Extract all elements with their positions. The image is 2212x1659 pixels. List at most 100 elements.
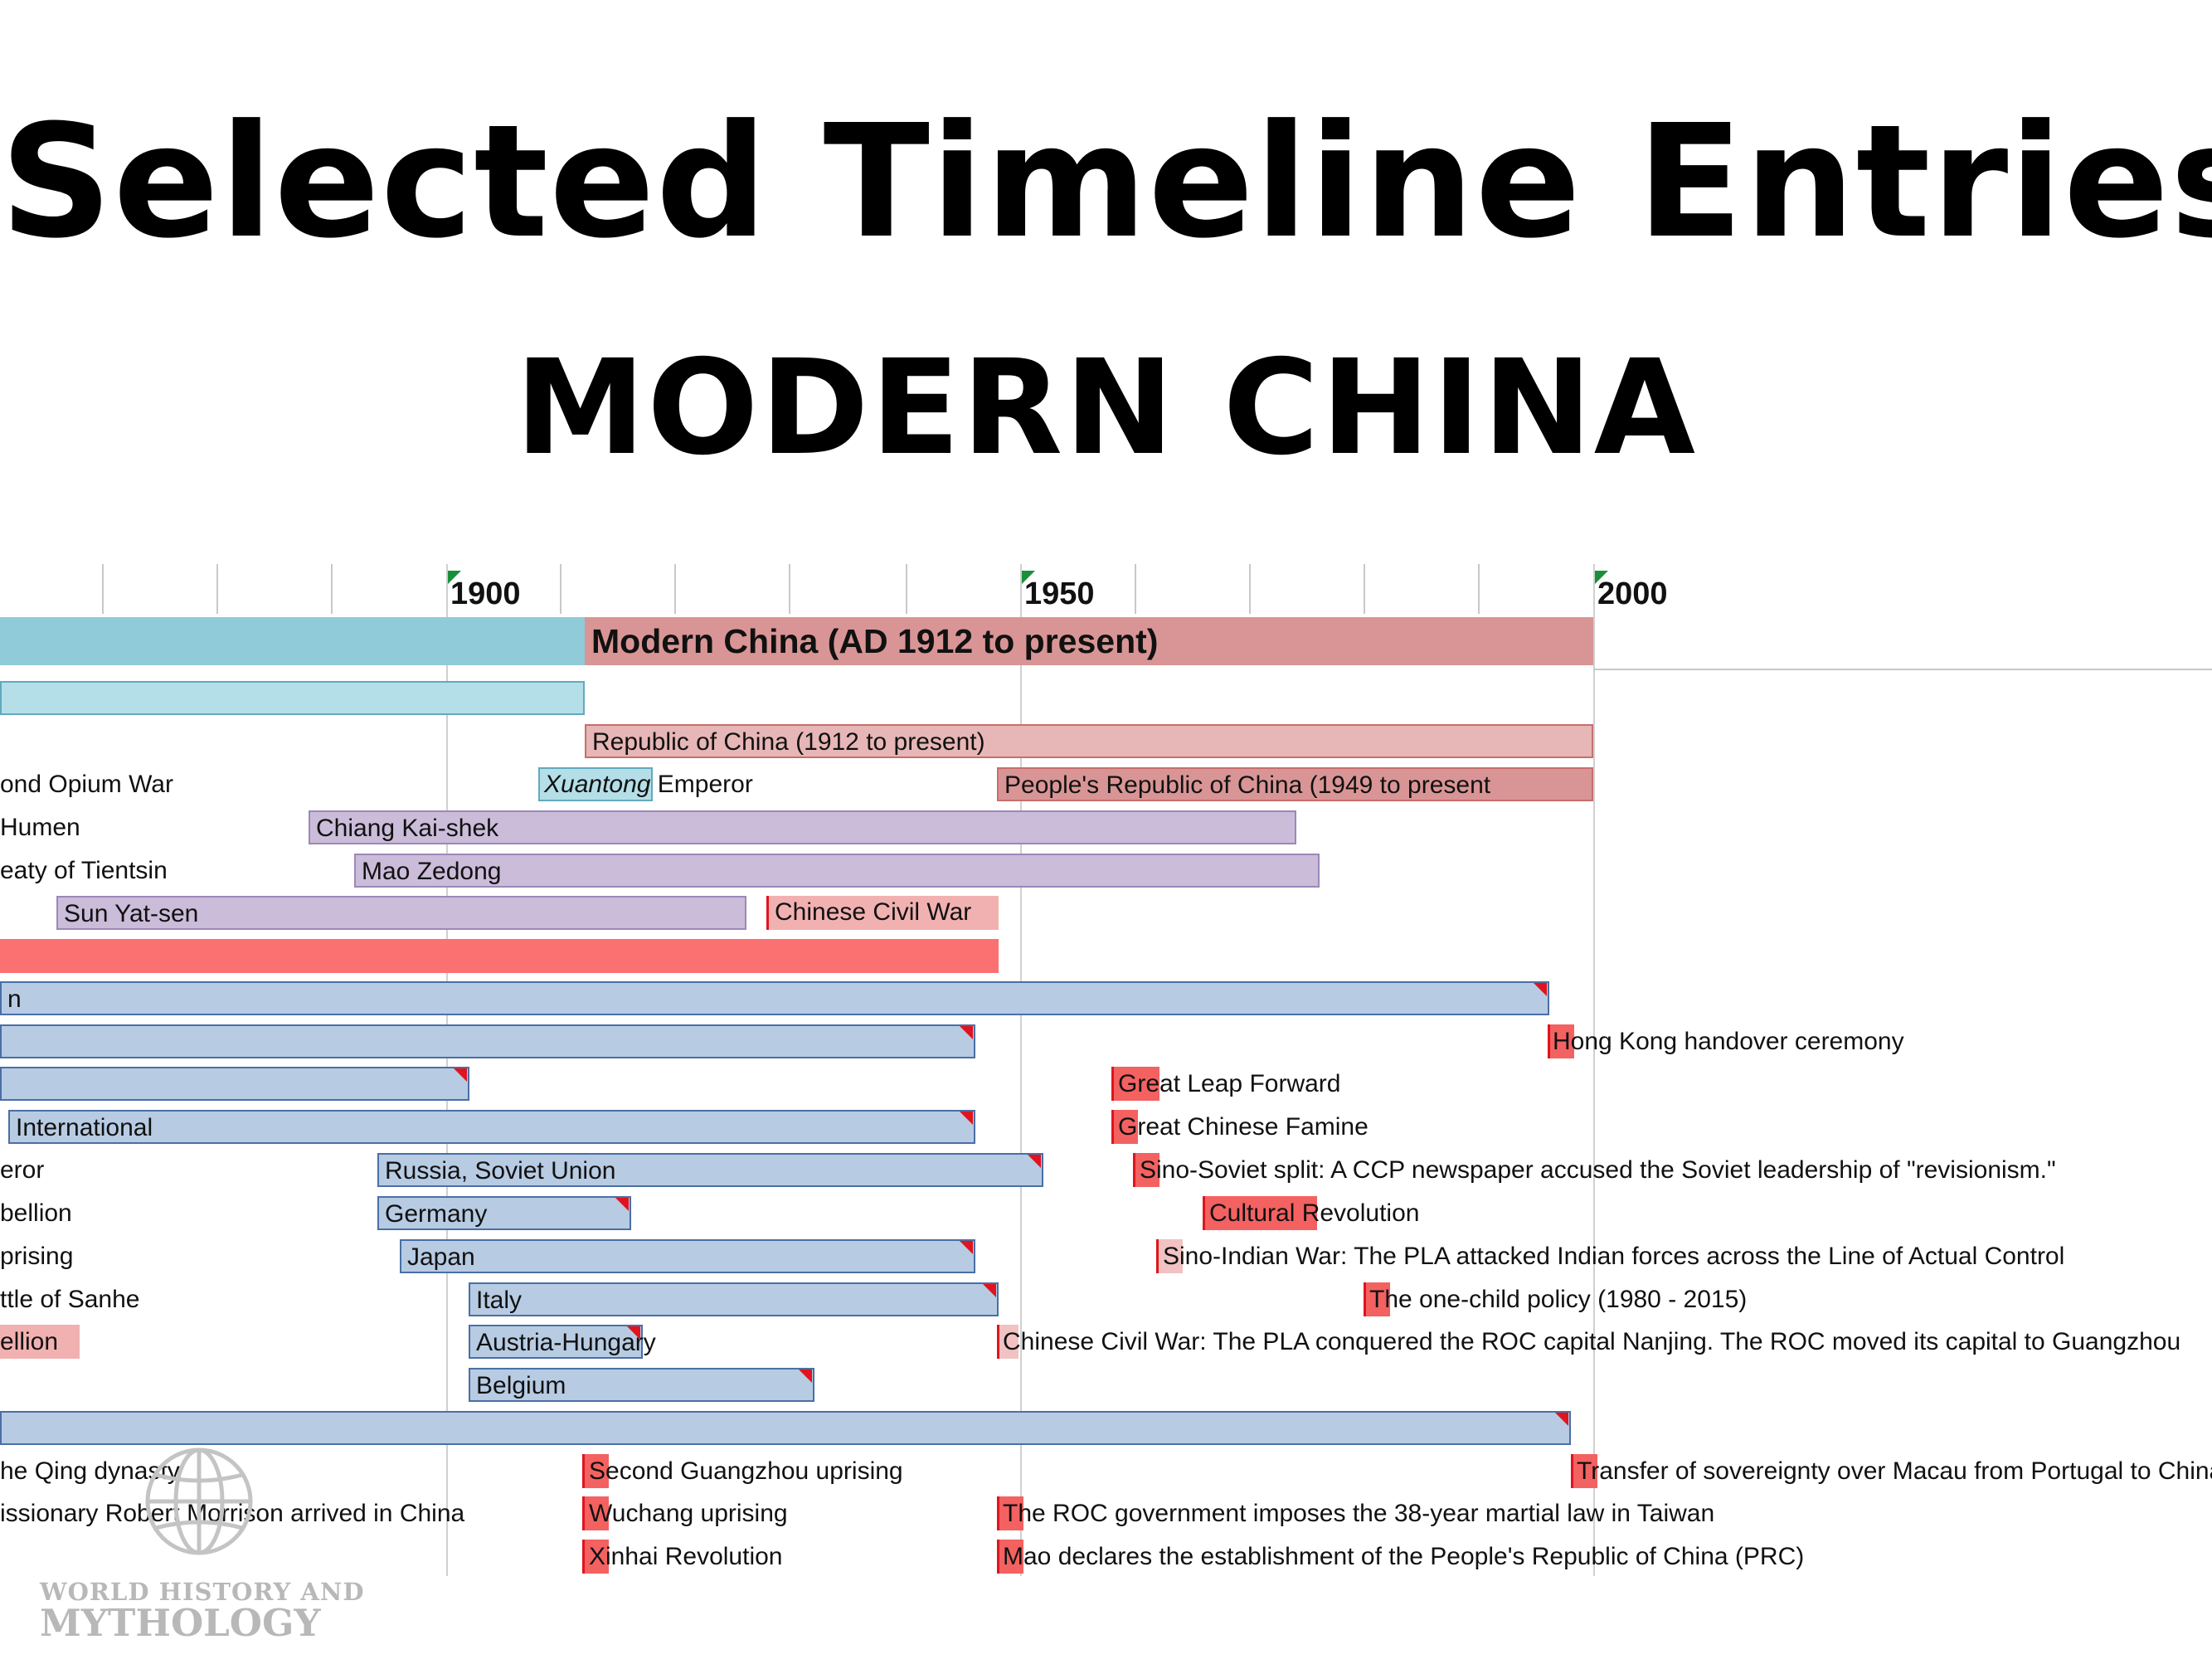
event-martial-law: The ROC government imposes the 38-year m…	[1003, 1500, 1715, 1527]
event-marker	[582, 1454, 609, 1488]
flag-icon	[448, 571, 461, 584]
event-marker	[0, 1325, 80, 1359]
corner-marker	[1534, 983, 1547, 996]
axis-tick	[906, 564, 907, 614]
axis-tick	[1249, 564, 1251, 614]
corner-marker	[983, 1284, 996, 1297]
person-bar-chiang-kai-shek: Chiang Kai-shek	[309, 810, 1296, 844]
event-cultural-revolution: Cultural Revolution	[1209, 1199, 1420, 1227]
axis-tick	[216, 564, 218, 614]
event-marker	[1111, 1110, 1138, 1144]
page-subtitle: MODERN CHINA	[514, 332, 1697, 484]
gridline-2000	[1593, 564, 1595, 1576]
axis-tick	[1135, 564, 1136, 614]
axis-tick	[560, 564, 562, 614]
country-bar-germany: Germany	[377, 1196, 631, 1230]
qing-dynasty-bar	[0, 681, 585, 715]
red-band-bar	[0, 939, 999, 973]
axis-tick	[331, 564, 333, 614]
event-marker	[1111, 1067, 1159, 1101]
event-marker	[1548, 1024, 1574, 1058]
country-bar	[0, 1411, 1571, 1445]
left-label: prising	[0, 1243, 74, 1270]
axis-label-2000: 2000	[1597, 577, 1668, 611]
left-label: eror	[0, 1156, 45, 1184]
event-wuchang-uprising: Wuchang uprising	[589, 1500, 788, 1527]
corner-marker	[615, 1198, 629, 1211]
war-bar-chinese-civil-war: Chinese Civil War	[766, 896, 999, 930]
xuantong-suffix: Emperor	[650, 771, 753, 798]
country-bar	[0, 1067, 469, 1101]
event-marker	[582, 1496, 609, 1530]
event-marker	[997, 1540, 1023, 1574]
left-label: Humen	[0, 814, 80, 841]
left-label: bellion	[0, 1199, 72, 1227]
left-label: he Qing dynasty	[0, 1457, 180, 1485]
corner-marker	[454, 1068, 467, 1082]
corner-marker	[960, 1026, 973, 1039]
event-prc-declared: Mao declares the establishment of the Pe…	[1003, 1543, 1805, 1570]
event-second-guangzhou-uprising: Second Guangzhou uprising	[589, 1457, 903, 1485]
era-bar-modern-china: Modern China (AD 1912 to present)	[585, 617, 1593, 665]
left-label: ellion	[0, 1328, 59, 1355]
person-bar-mao-zedong: Mao Zedong	[354, 854, 1320, 888]
axis-tick	[674, 564, 676, 614]
axis-tick	[1478, 564, 1480, 614]
event-marker	[1156, 1239, 1183, 1273]
corner-marker	[799, 1370, 812, 1383]
axis-baseline	[1593, 669, 2212, 670]
event-great-leap-forward: Great Leap Forward	[1118, 1070, 1341, 1097]
xuantong-emperor-label: Xuantong Emperor	[544, 767, 753, 801]
corner-marker	[627, 1326, 640, 1340]
flag-icon	[1022, 571, 1035, 584]
event-marker	[1571, 1454, 1597, 1488]
left-label: ond Opium War	[0, 771, 173, 798]
event-marker	[1364, 1282, 1390, 1316]
event-hong-kong-handover: Hong Kong handover ceremony	[1553, 1028, 1904, 1055]
corner-marker	[1028, 1155, 1041, 1168]
axis-tick	[789, 564, 790, 614]
event-marker	[997, 1325, 1018, 1359]
country-bar: n	[0, 981, 1549, 1015]
person-bar-sun-yat-sen: Sun Yat-sen	[56, 896, 746, 930]
prc-period-bar: People's Republic of China (1949 to pres…	[997, 767, 1593, 801]
event-marker	[997, 1496, 1023, 1530]
event-sino-indian-war: Sino-Indian War: The PLA attacked Indian…	[1163, 1243, 2065, 1270]
era-bar-previous	[0, 617, 585, 665]
country-bar-japan: Japan	[400, 1239, 975, 1273]
event-civil-war-nanjing: Chinese Civil War: The PLA conquered the…	[1003, 1328, 2181, 1355]
page-title: Selected Timeline Entries	[0, 91, 2212, 273]
country-bar-russia: Russia, Soviet Union	[377, 1153, 1043, 1187]
logo-text-line2: MYTHOLOGY	[40, 1601, 321, 1645]
axis-label-1900: 1900	[450, 577, 521, 611]
timeline-diagram: 1900 1950 2000 Modern China (AD 1912 to …	[0, 564, 2212, 1642]
event-marker	[1133, 1153, 1159, 1187]
globe-icon	[145, 1447, 253, 1555]
axis-tick	[1364, 564, 1365, 614]
corner-marker	[960, 1112, 973, 1125]
country-bar-austria-hungary: Austria-Hungary	[469, 1325, 656, 1359]
corner-marker	[960, 1241, 973, 1254]
left-label: eaty of Tientsin	[0, 857, 168, 884]
country-bar	[0, 1024, 975, 1058]
event-sino-soviet-split: Sino-Soviet split: A CCP newspaper accus…	[1140, 1156, 2056, 1184]
corner-marker	[1555, 1413, 1568, 1426]
left-label: ttle of Sanhe	[0, 1286, 140, 1313]
country-bar-belgium: Belgium	[469, 1368, 814, 1402]
event-marker	[1203, 1196, 1317, 1230]
xuantong-emperor-bar	[538, 767, 653, 801]
event-great-chinese-famine: Great Chinese Famine	[1118, 1113, 1369, 1141]
country-bar-italy: Italy	[469, 1282, 999, 1316]
event-macau-transfer: Transfer of sovereignty over Macau from …	[1577, 1457, 2212, 1485]
event-xinhai-revolution: Xinhai Revolution	[589, 1543, 783, 1570]
axis-tick	[102, 564, 104, 614]
axis-label-1950: 1950	[1024, 577, 1095, 611]
roc-period-bar: Republic of China (1912 to present)	[585, 724, 1593, 758]
left-label: issionary Robert Morrison arrived in Chi…	[0, 1500, 465, 1527]
gridline-1950	[1020, 564, 1022, 1576]
event-one-child-policy: The one-child policy (1980 - 2015)	[1369, 1286, 1748, 1313]
event-marker	[582, 1540, 609, 1574]
country-bar-international: International	[8, 1110, 975, 1144]
flag-icon	[1595, 571, 1608, 584]
logo-text-line1: WORLD HISTORY AND	[40, 1578, 365, 1606]
